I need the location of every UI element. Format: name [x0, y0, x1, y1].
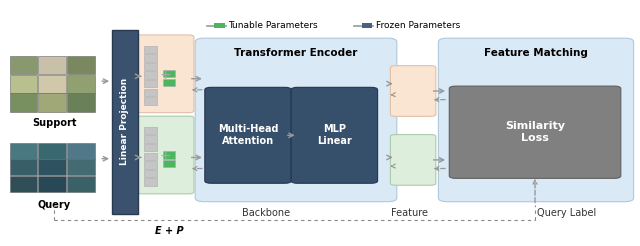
Text: Multi-Head
Attention: Multi-Head Attention [218, 124, 278, 146]
Bar [144, 135, 157, 143]
Bar [144, 71, 157, 79]
Bar [144, 153, 157, 160]
FancyBboxPatch shape [291, 87, 378, 183]
Bar [67, 56, 95, 74]
Bar [38, 159, 66, 175]
Bar [38, 143, 66, 159]
Bar [144, 63, 157, 70]
Text: Transformer Encoder: Transformer Encoder [234, 48, 358, 58]
Bar [38, 93, 66, 112]
Bar [10, 93, 37, 112]
Bar [144, 54, 157, 62]
Bar [38, 176, 66, 192]
FancyBboxPatch shape [449, 86, 621, 178]
Bar [163, 79, 175, 86]
Text: Feature: Feature [391, 208, 428, 218]
Bar [144, 161, 157, 169]
Bar [163, 160, 175, 167]
Bar [67, 75, 95, 93]
Bar [10, 159, 37, 175]
Bar [144, 127, 157, 134]
Bar [10, 56, 37, 74]
Text: Feature Matching: Feature Matching [484, 48, 588, 58]
FancyBboxPatch shape [438, 38, 634, 202]
Bar [10, 143, 37, 159]
Bar [144, 144, 157, 151]
FancyBboxPatch shape [205, 87, 291, 183]
Text: Similarity
Loss: Similarity Loss [505, 122, 565, 143]
Text: Support: Support [32, 118, 77, 128]
Text: Tunable Parameters: Tunable Parameters [228, 21, 318, 30]
FancyBboxPatch shape [390, 135, 436, 185]
Bar [10, 176, 37, 192]
Bar [144, 89, 157, 96]
FancyBboxPatch shape [390, 66, 436, 116]
Text: Linear Projection: Linear Projection [120, 78, 129, 165]
FancyBboxPatch shape [136, 35, 194, 113]
Bar [144, 178, 157, 186]
Text: Frozen Parameters: Frozen Parameters [376, 21, 460, 30]
FancyBboxPatch shape [136, 116, 194, 194]
Text: Query: Query [38, 200, 71, 210]
Bar [38, 75, 66, 93]
FancyBboxPatch shape [195, 38, 397, 202]
Bar [112, 30, 138, 214]
Bar [144, 46, 157, 53]
Bar [362, 23, 372, 28]
Text: +: + [159, 68, 171, 82]
Text: MLP
Linear: MLP Linear [317, 124, 352, 146]
Bar [144, 97, 157, 105]
Bar [163, 151, 175, 159]
Bar [163, 70, 175, 77]
Text: Query Label: Query Label [537, 208, 596, 218]
Bar [67, 159, 95, 175]
Bar [67, 176, 95, 192]
Bar [144, 170, 157, 177]
Text: Backbone: Backbone [241, 208, 290, 218]
Bar [38, 56, 66, 74]
Text: E + P: E + P [156, 226, 184, 236]
Bar [214, 23, 225, 28]
Text: +: + [159, 149, 171, 163]
Bar [67, 143, 95, 159]
Bar [10, 75, 37, 93]
Bar [67, 93, 95, 112]
Bar [144, 80, 157, 87]
